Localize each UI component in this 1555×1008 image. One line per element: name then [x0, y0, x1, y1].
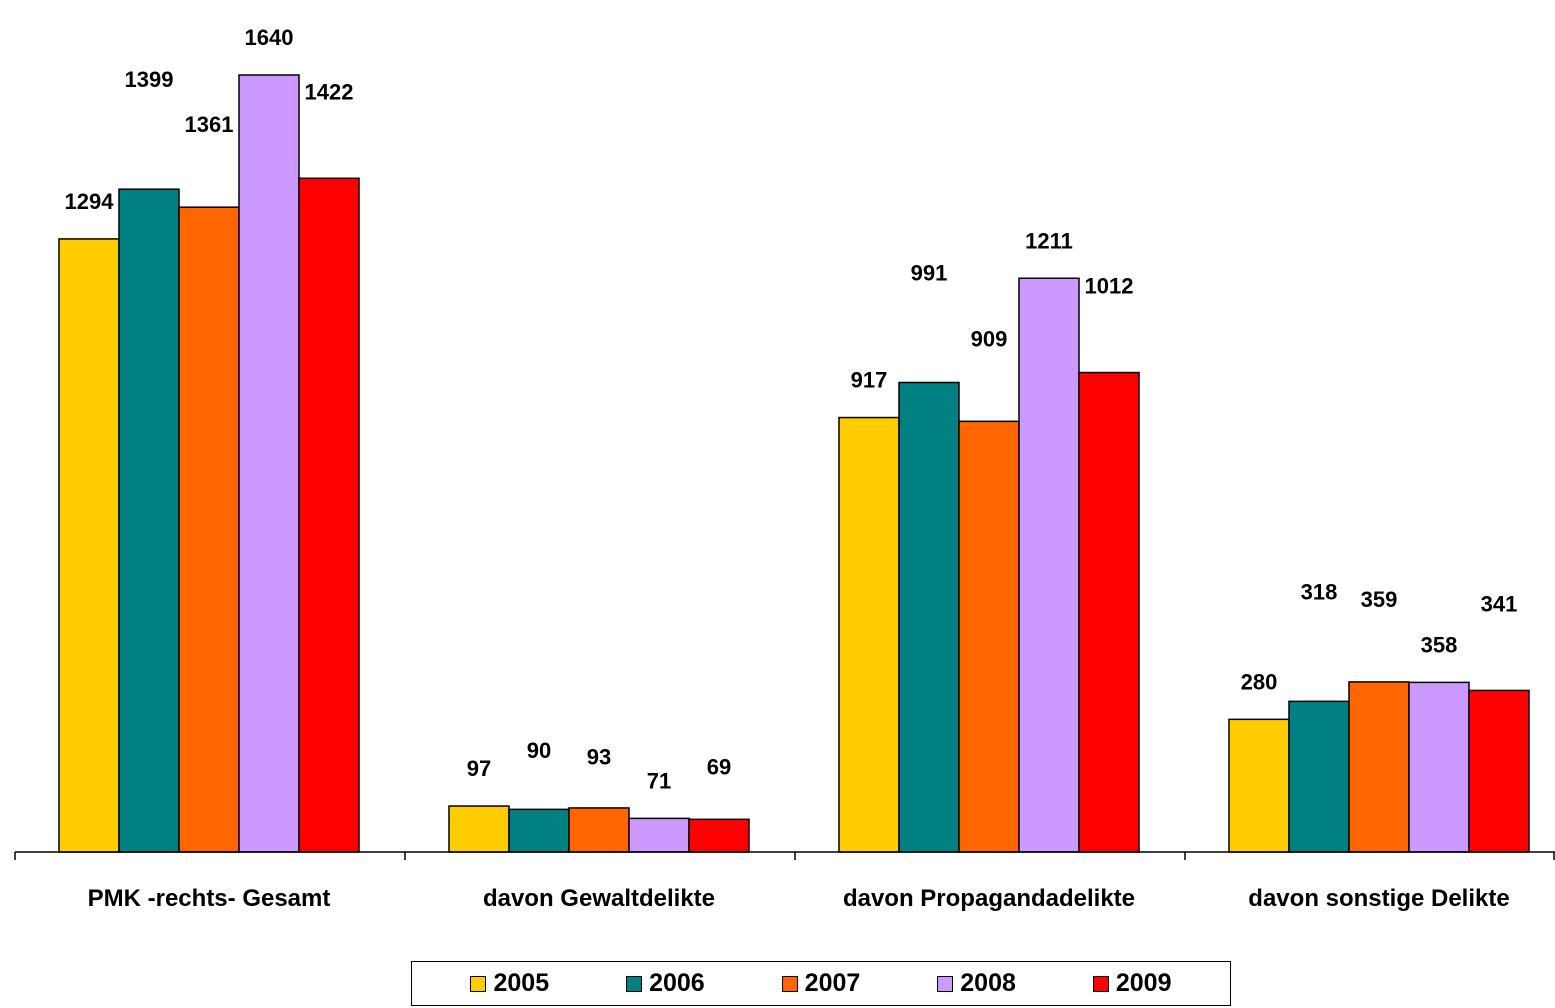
data-label: 991 — [911, 260, 948, 285]
bar-2007 — [178, 206, 240, 853]
data-label: 358 — [1421, 632, 1458, 657]
legend-swatch — [470, 975, 487, 992]
x-axis-ticks — [14, 852, 1555, 860]
legend-item-2009: 2009 — [1092, 969, 1172, 998]
bar-2007 — [1348, 681, 1410, 853]
legend-item-2006: 2006 — [626, 969, 705, 998]
x-axis-tick-label: davon Gewaltdelikte — [483, 885, 715, 912]
legend-label: 2007 — [804, 969, 861, 997]
data-label: 280 — [1241, 669, 1278, 694]
legend-swatch — [781, 975, 798, 992]
data-label: 93 — [587, 744, 611, 769]
bar-2005 — [1228, 718, 1290, 853]
data-label: 341 — [1481, 591, 1518, 616]
data-label: 1399 — [125, 67, 174, 92]
legend: 2005 2006 2007 2008 2009 — [411, 961, 1231, 1006]
data-label: 1361 — [185, 112, 234, 137]
legend-swatch — [1092, 975, 1109, 992]
data-label: 90 — [527, 738, 551, 763]
legend-label: 2006 — [649, 969, 705, 997]
data-label: 1422 — [305, 79, 354, 104]
bar-2009 — [688, 818, 750, 853]
data-label: 1294 — [65, 189, 115, 214]
bar-2006 — [1288, 700, 1350, 853]
legend-item-2007: 2007 — [781, 969, 861, 998]
data-label: 71 — [647, 768, 671, 793]
bar-2009 — [1078, 371, 1140, 853]
bar-2008 — [238, 74, 300, 853]
bar-2006 — [118, 188, 180, 853]
data-label: 917 — [851, 368, 888, 393]
bar-2008 — [628, 817, 690, 853]
data-label: 909 — [971, 326, 1008, 351]
legend-item-2008: 2008 — [937, 969, 1016, 998]
bar-2006 — [508, 808, 570, 853]
data-label: 359 — [1361, 587, 1398, 612]
legend-label: 2008 — [960, 969, 1016, 997]
legend-swatch — [626, 975, 643, 992]
bars-layer — [58, 74, 1530, 853]
bar-2009 — [298, 177, 360, 853]
bar-2008 — [1408, 681, 1470, 853]
bar-2005 — [838, 416, 900, 853]
data-label: 69 — [707, 755, 731, 780]
bar-2005 — [448, 805, 510, 853]
bar-2009 — [1468, 689, 1530, 853]
bar-2005 — [58, 238, 120, 853]
data-label: 97 — [467, 756, 491, 781]
legend-item-2005: 2005 — [470, 969, 549, 998]
legend-label: 2005 — [493, 969, 550, 997]
data-labels-layer: 1294 1399 1361 1640 1422 97 90 93 71 69 917 991 909 1… — [65, 25, 1518, 793]
bar-2006 — [898, 381, 960, 853]
data-label: 318 — [1301, 579, 1338, 604]
data-label: 1640 — [245, 25, 294, 50]
x-axis-tick-label: PMK -rechts- Gesamt — [88, 885, 331, 912]
legend-label: 2009 — [1115, 969, 1172, 997]
data-label: 1012 — [1085, 274, 1134, 299]
x-axis-tick-labels: PMK -rechts- Gesamt davon Gewaltdelikte da… — [88, 885, 1510, 912]
x-axis-tick-label: davon sonstige Delikte — [1248, 885, 1509, 912]
data-label: 1211 — [1025, 228, 1073, 253]
bar-2007 — [958, 420, 1020, 853]
legend-swatch — [937, 975, 954, 992]
bar-2008 — [1018, 277, 1080, 853]
bar-2007 — [568, 807, 630, 853]
x-axis-tick-label: davon Propagandadelikte — [843, 885, 1135, 912]
